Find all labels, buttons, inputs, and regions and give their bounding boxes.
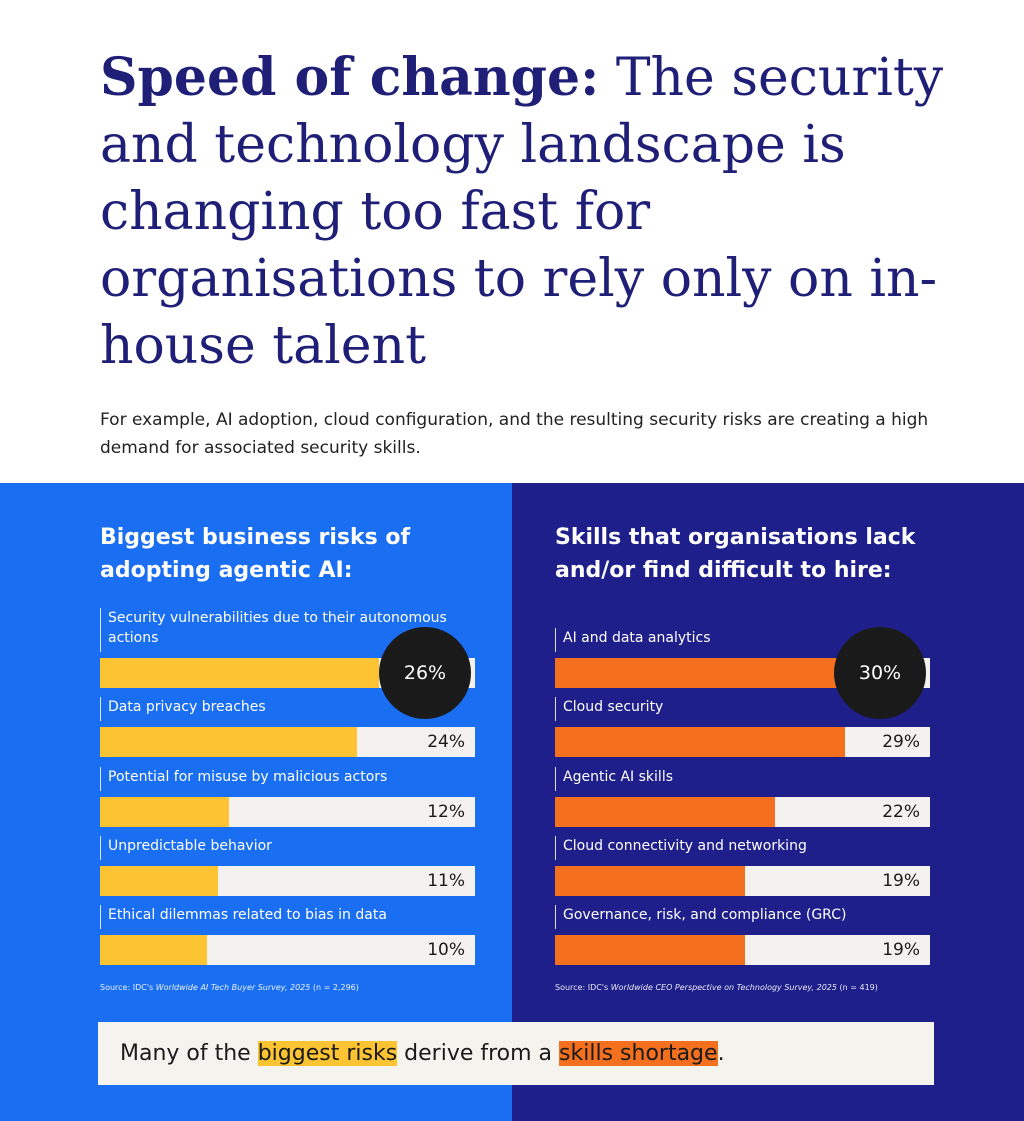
footer-highlight: biggest risks [257, 1041, 398, 1066]
bar-track: 22% [555, 796, 930, 827]
category-label: Cloud security [555, 697, 903, 722]
bar [555, 727, 845, 758]
bar-row: Agentic AI skills 22% [555, 727, 930, 827]
value-label: 22% [882, 801, 920, 822]
bar-row: Cloud security 29% [555, 657, 930, 758]
bar-row: Potential for misuse by malicious actors… [100, 727, 475, 827]
bar [555, 865, 745, 896]
bar [100, 865, 218, 896]
value-label: 29% [882, 732, 920, 753]
left-panel: Biggest business risks of adopting agent… [0, 483, 512, 1121]
category-label: Ethical dilemmas related to bias in data [100, 905, 448, 930]
bar-track: 19% [555, 935, 930, 966]
value-label: 11% [427, 870, 465, 891]
bar-track: 19% [555, 865, 930, 896]
category-label: Governance, risk, and compliance (GRC) [555, 905, 903, 930]
footer-box: Many of the biggest risks derive from a … [98, 1022, 934, 1085]
title-rest: The security and technology landscape is… [100, 48, 944, 376]
footer-highlight: skills shortage [559, 1041, 718, 1066]
value-circle: 26% [379, 627, 471, 719]
bar [555, 658, 855, 688]
bar-row: Ethical dilemmas related to bias in data… [100, 865, 475, 966]
footer-text: Many of the biggest risks derive from a … [120, 1039, 725, 1069]
source-note: (n = 419) [836, 983, 878, 992]
bar-row: AI and data analytics 30% [555, 588, 930, 719]
bar-row: Cloud connectivity and networking 19% [555, 796, 930, 896]
value-label: 19% [882, 870, 920, 891]
footer-part: derive from a [397, 1041, 560, 1066]
source-title: Worldwide CEO Perspective on Technology … [610, 983, 837, 992]
bar-row: Unpredictable behavior 11% [100, 796, 475, 896]
bar-track: 30% [555, 627, 930, 719]
bar-row: Data privacy breaches 24% [100, 657, 475, 758]
value-label: 12% [427, 801, 465, 822]
bar [100, 658, 379, 688]
bar-track: 10% [100, 935, 475, 966]
bar [100, 935, 208, 966]
category-label: Unpredictable behavior [100, 835, 448, 860]
source-title: Worldwide AI Tech Buyer Survey, 2025 [155, 983, 311, 992]
bar [100, 727, 358, 758]
bar-track: 11% [100, 865, 475, 896]
title-bold: Speed of change: [100, 47, 600, 108]
chart-title: Biggest business risks of adopting agent… [100, 525, 411, 583]
source: Source: IDC's Worldwide AI Tech Buyer Su… [100, 983, 359, 992]
category-label: Agentic AI skills [555, 766, 903, 791]
category-label: Security vulnerabilities due to their au… [100, 608, 448, 652]
category-label: Cloud connectivity and networking [555, 835, 903, 860]
footer-part: . [717, 1041, 725, 1066]
category-label: AI and data analytics [555, 628, 903, 652]
source-prefix: Source: IDC's [100, 983, 156, 992]
chart: Biggest business risks of adopting agent… [100, 483, 475, 1121]
source-prefix: Source: IDC's [555, 983, 611, 992]
bar [555, 796, 775, 827]
category-label: Data privacy breaches [100, 697, 448, 722]
bar [555, 935, 745, 966]
source-note: (n = 2,296) [310, 983, 359, 992]
value-label: 24% [427, 732, 465, 753]
bar-track: 24% [100, 727, 475, 758]
bar [100, 796, 229, 827]
intro: For example, AI adoption, cloud configur… [100, 410, 929, 458]
chart-title: Skills that organisations lack and/or fi… [555, 525, 916, 583]
footer-part: Many of the [120, 1041, 258, 1066]
category-label: Potential for misuse by malicious actors [100, 766, 448, 791]
source: Source: IDC's Worldwide CEO Perspective … [555, 983, 878, 992]
bar-track: 12% [100, 796, 475, 827]
bar-track: 26% [100, 627, 475, 719]
chart: Skills that organisations lack and/or fi… [555, 483, 930, 1121]
value-label: 10% [427, 940, 465, 961]
bar-row: Governance, risk, and compliance (GRC) 19… [555, 865, 930, 966]
value-circle: 30% [834, 627, 926, 719]
page-title: Speed of change: The security and techno… [100, 44, 980, 380]
right-panel: Skills that organisations lack and/or fi… [512, 483, 1024, 1121]
bar-track: 29% [555, 727, 930, 758]
bar-row: Security vulnerabilities due to their au… [100, 588, 475, 719]
value-label: 19% [882, 940, 920, 961]
